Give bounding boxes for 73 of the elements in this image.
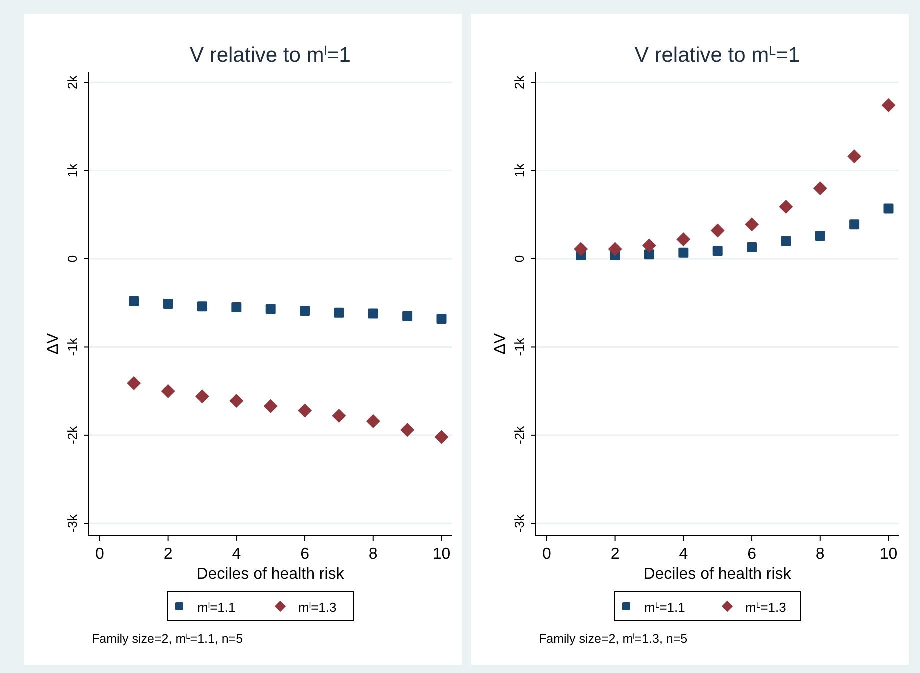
point: [434, 430, 449, 444]
point: [436, 314, 447, 324]
y-tick-label: -1k: [512, 338, 527, 356]
chart-title: V relative to m$^{L}$=1: [634, 44, 800, 67]
x-tick-label: 4: [232, 546, 242, 563]
point: [608, 242, 622, 256]
y-tick-label: 2k: [512, 75, 527, 90]
point: [642, 238, 656, 253]
point: [813, 181, 828, 196]
point: [745, 218, 760, 232]
x-tick-label: 6: [300, 546, 310, 563]
x-tick-label: 10: [880, 546, 898, 563]
point: [400, 423, 415, 438]
y-axis-title: ΔV: [45, 332, 62, 355]
point: [676, 232, 691, 247]
point: [266, 304, 276, 314]
point: [264, 399, 278, 414]
legend-label: m$^{l}$=1.1: [198, 600, 236, 615]
point: [197, 302, 208, 312]
y-tick-label: 0: [512, 255, 527, 263]
x-tick-label: 2: [610, 546, 620, 563]
y-tick-label: 1k: [65, 163, 80, 178]
x-tick-label: 10: [432, 546, 451, 563]
x-tick-label: 2: [164, 546, 173, 563]
text: Family size=2, m$^{L}$=1.1, n=5: [92, 632, 244, 646]
point: [127, 376, 142, 390]
point: [884, 204, 894, 214]
y-tick-label: 2k: [65, 75, 80, 90]
legend-label: m$^{l}$=1.3: [298, 600, 337, 615]
legend-label: m$^{L}$=1.3: [746, 600, 786, 615]
point: [366, 414, 380, 428]
y-tick-label: -2k: [65, 426, 80, 444]
point: [232, 302, 242, 313]
point: [815, 231, 826, 242]
x-tick-label: 8: [816, 546, 825, 563]
y-tick-label: -3k: [65, 514, 80, 533]
y-tick-label: -2k: [512, 426, 527, 444]
text: Family size=2, m$^{l}$=1.3, n=5: [539, 632, 688, 646]
x-tick-label: 0: [542, 546, 552, 563]
point: [230, 394, 244, 408]
point: [334, 308, 344, 318]
x-axis-title: Deciles of health risk: [196, 566, 346, 583]
point: [161, 384, 176, 398]
point: [129, 296, 140, 306]
chart-title: V relative to m$^{l}$=1: [190, 44, 351, 67]
x-tick-label: 6: [748, 546, 757, 563]
x-axis-title: Deciles of health risk: [644, 566, 792, 583]
y-tick-label: 1k: [512, 163, 527, 178]
point: [779, 200, 794, 214]
legend-label: m$^{L}$=1.1: [644, 600, 686, 615]
x-tick-label: 4: [679, 546, 688, 563]
point: [848, 150, 862, 164]
y-tick-label: -3k: [512, 514, 527, 533]
point: [574, 242, 588, 256]
point: [712, 246, 723, 256]
point: [678, 248, 689, 258]
y-tick-label: -1k: [65, 338, 80, 356]
point: [882, 98, 896, 113]
y-tick-label: 0: [65, 255, 80, 263]
point: [710, 224, 725, 238]
point: [850, 220, 860, 230]
point: [300, 306, 310, 316]
point: [402, 311, 413, 322]
point: [298, 404, 312, 418]
point: [368, 308, 378, 319]
point: [781, 236, 792, 246]
x-tick-label: 0: [95, 546, 104, 563]
x-tick-label: 8: [368, 546, 378, 563]
point: [747, 242, 758, 253]
point: [332, 409, 346, 424]
point: [195, 390, 210, 404]
point: [163, 299, 174, 309]
y-axis-title: ΔV: [492, 332, 509, 355]
